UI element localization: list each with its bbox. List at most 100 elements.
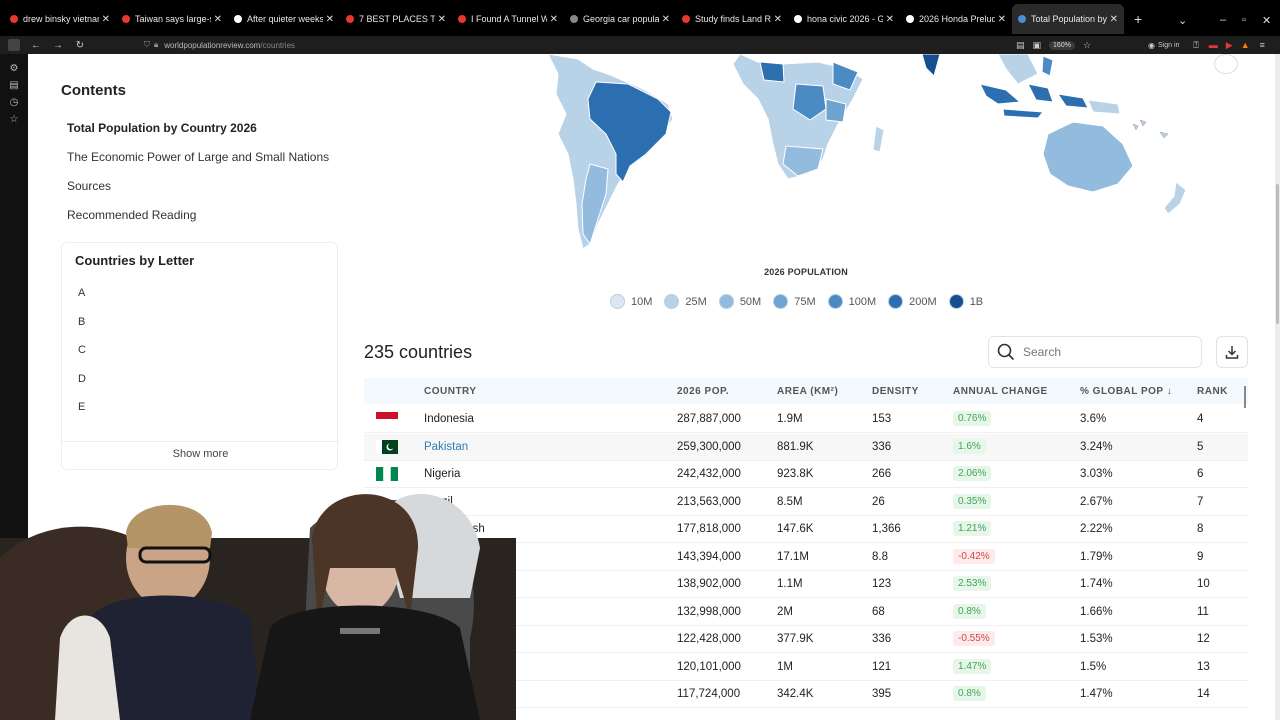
tab-close-icon[interactable]: ✕ [437,13,446,25]
header-global-pop[interactable]: % GLOBAL POP ↓ [1080,386,1173,397]
cell-rank: 7 [1197,495,1204,508]
ai-icon[interactable]: ⚙ [9,63,19,74]
sidebar-toggle-icon[interactable] [8,39,20,51]
table-scrollbar[interactable] [1244,386,1246,408]
legend-item[interactable]: 1B [948,294,983,309]
search-box[interactable] [988,336,1202,368]
back-icon[interactable]: ← [31,39,41,51]
browser-tab[interactable]: Study finds Land Rover, BMW d✕ [676,4,788,34]
browser-tab[interactable]: Taiwan says large-scale Chinese✕ [116,4,228,34]
contents-link[interactable]: Recommended Reading [67,208,197,222]
cell-annual-change: 0.76% [953,411,992,426]
table-row[interactable]: 138,902,000 1.1M 123 2.53% 1.74% 10 [364,571,1248,598]
header-annual-change[interactable]: ANNUAL CHANGE [953,386,1048,397]
browser-tab[interactable]: hona civic 2026 - Google Searc✕ [788,4,900,34]
tab-close-icon[interactable]: ✕ [773,13,782,25]
tab-list-chevron-icon[interactable]: ⌄ [1178,15,1188,27]
contents-link[interactable]: The Economic Power of Large and Small Na… [67,150,330,164]
table-row[interactable]: 120,101,000 1M 121 1.47% 1.5% 13 [364,654,1248,681]
cell-population: 122,428,000 [677,633,741,645]
minimize-icon[interactable]: – [1220,14,1227,26]
tab-close-icon[interactable]: ✕ [885,13,894,25]
scrollbar-thumb[interactable] [1276,184,1279,324]
legend-item[interactable]: 200M [888,294,937,309]
cell-country[interactable]: Nigeria [424,468,461,480]
map-argentina [581,163,609,246]
history-icon[interactable]: ◷ [9,97,19,108]
letter-link[interactable]: C [78,344,86,356]
close-window-icon[interactable]: ✕ [1262,15,1272,27]
bookmarks-icon[interactable]: ☆ [9,114,19,125]
letter-link[interactable]: A [78,287,86,299]
letter-link[interactable]: B [78,315,86,328]
browser-tab[interactable]: 7 BEST PLACES TO EAT IN SAIGO✕ [340,4,452,34]
tab-close-icon[interactable]: ✕ [213,13,222,25]
forward-icon[interactable]: → [53,39,63,51]
extensions-icon[interactable]: ⍰ [1193,39,1199,50]
browser-tab[interactable]: Total Population by Country 20✕ [1012,4,1124,34]
new-tab-icon[interactable]: + [1134,11,1143,27]
legend-item[interactable]: 25M [664,294,707,309]
reader-icon[interactable]: ▤ [1016,39,1025,50]
legend-item[interactable]: 10M [610,294,652,309]
header-country[interactable]: COUNTRY [424,386,477,397]
contents-link[interactable]: Sources [67,179,112,193]
table-row[interactable]: Nigeria 242,432,000 923.8K 266 2.06% 3.03% 6 [364,461,1248,488]
browser-tab[interactable]: Georgia car popularity - Dola✕ [564,4,676,34]
cell-country[interactable]: Pakistan [424,440,469,453]
screenshot-icon[interactable]: ▣ [1032,39,1042,50]
header-rank[interactable]: RANK [1197,386,1228,397]
letter-link[interactable]: D [78,372,86,385]
table-row[interactable]: 132,998,000 2M 68 0.8% 1.66% 11 [364,599,1248,626]
youtube-extension-icon[interactable]: ▶ [1225,39,1233,50]
account-icon[interactable]: ◉ [1148,40,1155,50]
cell-density: 395 [872,688,892,700]
extension-red-icon[interactable]: ▬ [1208,40,1218,50]
reading-list-icon[interactable]: ▤ [9,80,19,91]
population-map[interactable] [528,54,1188,254]
sign-in-button[interactable]: Sign in [1157,41,1180,49]
legend-item[interactable]: 50M [718,294,761,309]
download-button[interactable] [1216,336,1248,368]
map-africa [732,54,864,180]
menu-icon[interactable]: ≡ [1259,40,1265,50]
zoom-badge[interactable]: 160% [1049,40,1075,50]
legend-item[interactable]: 75M [773,294,816,309]
bookmark-star-icon[interactable]: ☆ [1082,39,1092,50]
table-row[interactable]: 117,724,000 342.4K 395 0.8% 1.47% 14 [364,681,1248,708]
show-more-button[interactable]: Show more [62,441,339,460]
cell-density: 121 [872,660,892,673]
tab-close-icon[interactable]: ✕ [997,13,1006,25]
page-scrollbar[interactable] [1275,54,1280,720]
search-input[interactable] [1023,345,1193,359]
header-population[interactable]: 2026 POP. [677,386,730,397]
tab-close-icon[interactable]: ✕ [661,13,670,25]
header-area[interactable]: AREA (KM²) [777,386,839,397]
url-field[interactable]: worldpopulationreview.com/countries [164,41,295,50]
browser-tab[interactable]: After quieter weeks, Taiwan rep✕ [228,4,340,34]
map-zoom-reset-button[interactable] [1214,54,1238,74]
table-row[interactable]: 143,394,000 17.1M 8.8 -0.42% 1.79% 9 [364,544,1248,571]
tab-close-icon[interactable]: ✕ [1109,13,1118,25]
table-row[interactable]: 122,428,000 377.9K 336 -0.55% 1.53% 12 [364,626,1248,653]
brave-icon[interactable]: ▲ [1240,40,1250,50]
restore-icon[interactable]: ▫ [1242,14,1246,26]
legend-item[interactable]: 100M [827,294,876,309]
site-info-icon[interactable]: ⛉ [144,40,150,49]
reload-icon[interactable]: ↻ [75,39,85,51]
browser-tab[interactable]: 2026 Honda Prelude Is a Sporty✕ [900,4,1012,34]
contents-link[interactable]: Total Population by Country 2026 [67,121,257,135]
webcam-overlay [0,494,516,720]
table-row[interactable]: Indonesia 287,887,000 1.9M 153 0.76% 3.6% 4 [364,406,1248,433]
browser-tab[interactable]: I Found A Tunnel Where 100 Fo✕ [452,4,564,34]
cell-country[interactable]: Indonesia [424,413,474,425]
browser-tab[interactable]: drew binsky vietnam - YouTube✕ [4,4,116,34]
tab-close-icon[interactable]: ✕ [101,13,110,25]
tab-close-icon[interactable]: ✕ [549,13,558,25]
cell-rank: 14 [1197,688,1210,700]
letter-link[interactable]: E [78,401,86,413]
header-density[interactable]: DENSITY [872,386,919,397]
tab-close-icon[interactable]: ✕ [325,13,334,25]
legend-label: 200M [909,295,937,308]
table-row[interactable]: Pakistan 259,300,000 881.9K 336 1.6% 3.24% 5 [364,433,1248,461]
